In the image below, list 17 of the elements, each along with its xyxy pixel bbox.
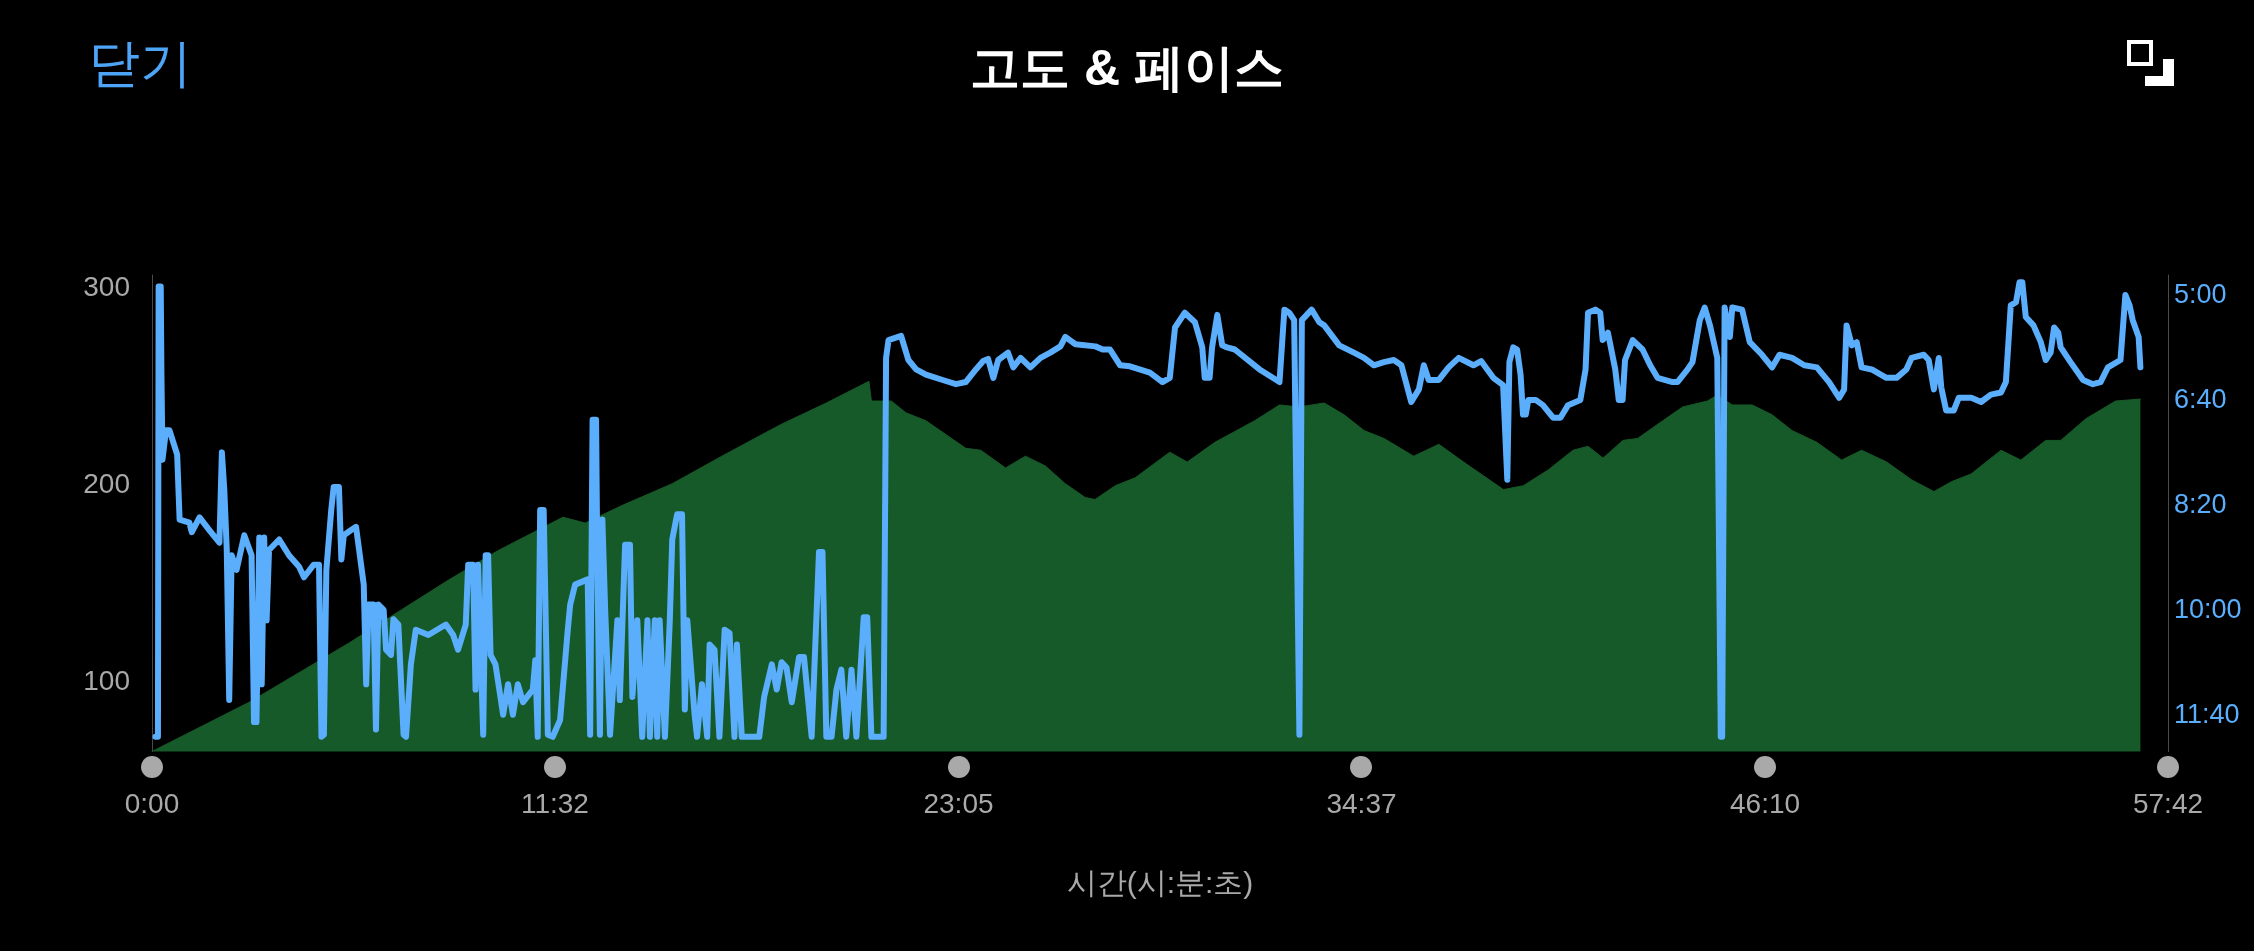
y2-tick-label: 11:40 xyxy=(2174,698,2240,729)
y-tick-label: 200 xyxy=(83,468,130,500)
x-tick-label: 57:42 xyxy=(2132,787,2204,819)
y2-tick-label: 10:00 xyxy=(2174,593,2242,624)
y2-tick-label: 8:20 xyxy=(2174,488,2227,519)
x-tick-label: 11:32 xyxy=(520,787,589,819)
x-tick-label: 23:05 xyxy=(923,787,994,819)
x-axis-title: 시간(시:분:초) xyxy=(1066,865,1254,899)
text: 닫기 xyxy=(88,34,192,92)
x-tick-label: 46:10 xyxy=(1730,787,1801,819)
y2-tick-label: 5:00 xyxy=(2174,278,2227,309)
y-tick-label: 300 xyxy=(83,271,130,303)
x-tick-label: 0:00 xyxy=(124,787,180,819)
chart-title: 고도 & 페이스 xyxy=(970,40,1284,96)
y2-tick-label: 6:40 xyxy=(2174,383,2227,414)
x-tick-label: 34:37 xyxy=(1326,787,1397,819)
y-tick-label: 100 xyxy=(83,665,130,697)
